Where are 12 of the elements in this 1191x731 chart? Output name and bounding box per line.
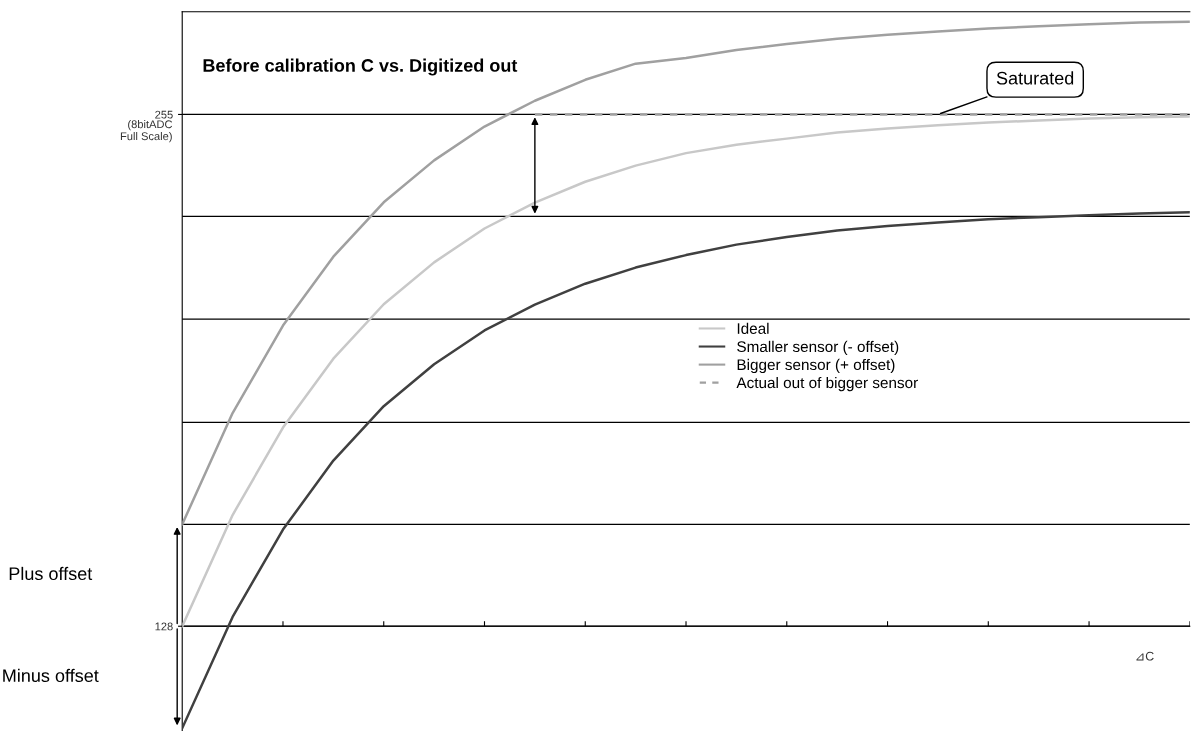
legend-label: Actual out of bigger sensor [736,376,918,392]
text: Plus offset [9,566,93,581]
annotation: Saturated [996,71,1074,85]
legend-label: Bigger sensor (+ offset) [737,358,895,374]
text: Before calibration C vs. Digitized out [203,58,518,76]
text: (8bitADC Full Scale) [120,120,173,143]
x-axis-title: ⊿C [1136,651,1154,661]
legend-label: Smaller sensor (- offset) [737,340,899,356]
legend-label: Ideal [737,322,769,334]
text: Minus offset [3,668,99,683]
y-tick-label: 128 [155,622,173,631]
y-tick-label: 255 [155,110,173,119]
